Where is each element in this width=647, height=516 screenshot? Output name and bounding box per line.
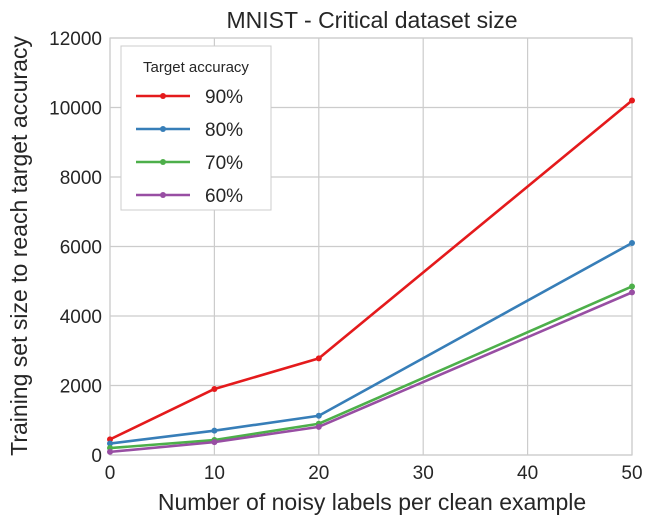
data-point: [629, 97, 635, 104]
series-90-pct: [107, 97, 635, 443]
x-axis-ticks: 0 10 20 30 40 50: [105, 463, 643, 484]
x-tick-label: 20: [308, 463, 329, 484]
data-point: [629, 240, 635, 247]
data-point: [629, 283, 635, 290]
plot-area-frame: [109, 37, 633, 456]
series-lines: [107, 97, 635, 455]
y-tick-label: 6000: [60, 238, 102, 259]
series-80-pct: [107, 240, 635, 447]
data-point: [211, 385, 218, 392]
x-tick-label: 50: [621, 463, 642, 484]
legend-label: 60%: [205, 186, 243, 207]
y-tick-label: 10000: [49, 99, 102, 120]
data-point: [107, 436, 113, 443]
legend-marker: [160, 93, 166, 99]
data-point: [107, 440, 113, 447]
y-axis-ticks: 0 2000 4000 6000 8000 10000 12000: [49, 29, 102, 467]
y-tick-label: 4000: [60, 307, 102, 328]
legend-marker: [160, 159, 166, 165]
legend-marker: [160, 192, 166, 198]
data-point: [211, 427, 218, 434]
data-point: [211, 439, 218, 446]
y-tick-label: 8000: [60, 168, 102, 189]
x-tick-label: 0: [105, 463, 116, 484]
data-point: [315, 355, 322, 362]
legend: Target accuracy 90% 80% 70% 60%: [120, 45, 272, 211]
x-tick-label: 40: [517, 463, 538, 484]
series-70-pct: [107, 283, 635, 452]
legend-marker: [160, 126, 166, 132]
y-tick-label: 12000: [49, 29, 102, 50]
chart-title: MNIST - Critical dataset size: [227, 7, 518, 33]
y-tick-label: 0: [91, 446, 102, 467]
legend-label: 80%: [205, 120, 243, 141]
series-line: [109, 241, 633, 445]
data-point: [315, 423, 322, 430]
data-point: [107, 448, 113, 455]
series-60-pct: [107, 289, 635, 455]
legend-label: 90%: [205, 87, 243, 108]
legend-label: 70%: [205, 153, 243, 174]
series-line: [109, 285, 633, 450]
legend-title: Target accuracy: [143, 59, 249, 76]
x-tick-label: 10: [204, 463, 225, 484]
series-line: [109, 291, 633, 454]
data-point: [315, 412, 322, 419]
data-point: [629, 289, 635, 296]
y-axis-label: Training set size to reach target accura…: [6, 36, 32, 456]
x-tick-label: 30: [413, 463, 434, 484]
x-axis-label: Number of noisy labels per clean example: [158, 489, 586, 515]
series-line: [109, 99, 633, 441]
y-tick-label: 2000: [60, 377, 102, 398]
